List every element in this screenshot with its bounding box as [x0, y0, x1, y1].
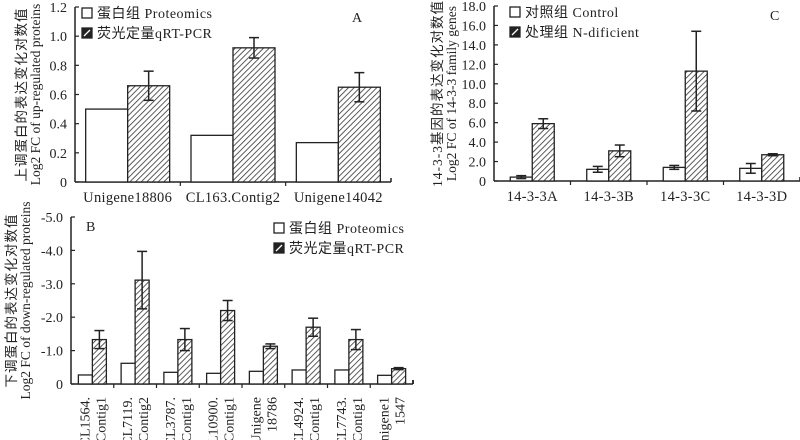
y-tick-label: 8.0	[469, 97, 487, 112]
bar-series1	[85, 108, 129, 183]
legend-label: 处理组 N-dificient	[525, 25, 639, 41]
x-tick-label: 1547	[394, 397, 409, 425]
bar-series1	[291, 369, 307, 385]
bar-series1	[248, 370, 265, 385]
y-axis-title-en: Log2 FC of down-regulated proteins	[18, 202, 33, 400]
legend-swatch	[509, 6, 521, 18]
bar-series2	[390, 367, 407, 385]
y-tick-label: -5.0	[41, 211, 63, 226]
x-tick-label: Contig1	[351, 397, 366, 440]
x-tick-label: 14-3-3B	[584, 189, 634, 205]
y-tick-label: 0	[479, 175, 486, 190]
bar-series2	[219, 309, 236, 385]
bar-series1	[190, 134, 234, 183]
y-tick-label: 0	[56, 378, 63, 393]
x-tick-label: CL163.Contig2	[186, 190, 281, 206]
chart-panel-c: 0 2.0 4.0 6.0 8.0 10.0 12.0 14.0 16.0 18.0 14-3-3A…	[429, 0, 800, 205]
x-tick-label: Unigene1	[378, 397, 393, 440]
y-tick-label: 16.0	[462, 19, 487, 34]
y-axis-title-en: Log2 FC of up-regulated proteins	[28, 4, 43, 185]
y-tick-label: 10.0	[462, 78, 487, 93]
y-tick-label: 0	[60, 176, 67, 191]
legend-label: 蛋白组 Proteomics	[289, 221, 405, 237]
y-tick-label: 18.0	[462, 0, 487, 15]
x-tick-label: 14-3-3A	[507, 189, 558, 205]
y-tick-label: 12.0	[462, 58, 487, 73]
y-tick-label: 0.2	[50, 147, 68, 162]
legend-swatch	[273, 222, 285, 234]
y-tick-label: -2.0	[41, 311, 63, 326]
x-tick-label: Unigene	[249, 397, 264, 440]
legend-label: 蛋白组 Proteomics	[97, 6, 213, 22]
x-tick-label: CL10900.	[207, 397, 222, 440]
legend-label: 荧光定量qRT-PCR	[97, 25, 213, 42]
x-tick-label: Unigene14042	[294, 190, 383, 206]
bar-series1	[295, 141, 339, 183]
bar-series2	[531, 122, 555, 182]
legend-swatch-hatch	[511, 28, 519, 36]
bar-series2	[337, 86, 381, 183]
y-tick-label: -4.0	[41, 244, 63, 259]
bar-series2	[761, 154, 785, 182]
y-axis-title-cn: 上调蛋白的表达变化对数值	[14, 8, 29, 182]
x-tick-label: 18786	[265, 397, 280, 432]
y-tick-label: -3.0	[41, 278, 63, 293]
y-axis-title-cn: 下调蛋白的表达变化对数值	[4, 214, 19, 388]
y-tick-label: 6.0	[469, 117, 487, 132]
panel-label: C	[770, 9, 779, 24]
x-tick-label: 14-3-3D	[736, 189, 787, 205]
y-tick-label: 1.2	[50, 1, 68, 16]
x-tick-label: Contig1	[94, 397, 109, 440]
y-axis-title-cn: 14-3-3基因的表达变化对数值	[429, 0, 445, 187]
bar-series1	[77, 374, 94, 385]
x-tick-label: CL7743.	[335, 397, 350, 440]
chart-panel-a: 0 0.2 0.4 0.6 0.8 1.0 1.2 Unigene18806 CL163.Con…	[14, 1, 392, 206]
y-tick-label: 0.6	[50, 89, 68, 104]
x-tick-label: 14-3-3C	[660, 189, 710, 205]
y-tick-label: 2.0	[469, 156, 487, 171]
bar-series1	[120, 362, 136, 385]
x-tick-label: CL4924.	[292, 397, 307, 440]
bar-series2	[232, 47, 276, 183]
legend-swatch	[81, 7, 93, 19]
y-tick-label: 0.8	[50, 59, 68, 74]
y-tick-label: 0.4	[50, 118, 68, 133]
y-tick-label: 14.0	[462, 39, 487, 54]
y-tick-label: -1.0	[41, 345, 63, 360]
legend-swatch-hatch	[275, 244, 283, 252]
legend-label: 荧光定量qRT-PCR	[289, 240, 405, 257]
x-tick-label: Contig1	[223, 397, 238, 440]
x-tick-label: CL1564.	[78, 397, 93, 440]
x-tick-label: Contig2	[137, 397, 152, 440]
y-axis-title-en: Log2 FC of 14-3-3 family genes	[444, 6, 459, 181]
bar-series1	[376, 374, 393, 385]
bar-series2	[262, 345, 279, 385]
x-tick-label: CL7119.	[121, 397, 136, 440]
x-tick-label: Contig1	[308, 397, 323, 440]
y-tick-label: 1.0	[50, 30, 68, 45]
legend-label: 对照组 Control	[525, 5, 619, 21]
bar-series1	[334, 369, 350, 385]
bar-series1	[205, 372, 222, 385]
bar-series1	[163, 371, 179, 385]
x-tick-label: Unigene18806	[83, 190, 172, 206]
y-tick-label: 4.0	[469, 136, 487, 151]
legend-swatch-hatch	[83, 29, 91, 37]
panel-label: A	[352, 11, 363, 26]
panel-label: B	[86, 220, 95, 235]
x-tick-label: Contig1	[180, 397, 195, 440]
x-tick-label: CL3787.	[164, 397, 179, 440]
